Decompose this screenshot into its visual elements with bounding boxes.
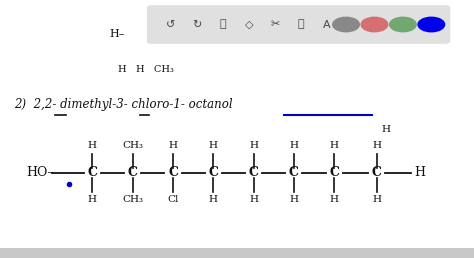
Text: H: H	[330, 141, 338, 150]
Text: ↻: ↻	[192, 20, 201, 29]
Circle shape	[333, 17, 359, 32]
Text: C: C	[208, 166, 219, 179]
Text: A: A	[323, 20, 331, 29]
Circle shape	[418, 17, 445, 32]
FancyBboxPatch shape	[147, 5, 450, 44]
Text: C: C	[248, 166, 259, 179]
Text: ↺: ↺	[166, 20, 175, 29]
Text: C: C	[329, 166, 339, 179]
Text: ◇: ◇	[245, 20, 253, 29]
Text: 2)  2,2- dimethyl-3- chloro-1- octanol: 2) 2,2- dimethyl-3- chloro-1- octanol	[14, 98, 233, 111]
Text: C: C	[128, 166, 138, 179]
Circle shape	[390, 17, 416, 32]
Text: CH₃: CH₃	[122, 141, 143, 150]
Text: Cl: Cl	[167, 196, 179, 204]
Text: C: C	[87, 166, 98, 179]
Text: ⤸: ⤸	[219, 20, 226, 29]
Text: H: H	[88, 196, 97, 204]
Text: H: H	[209, 141, 218, 150]
Text: ⽿: ⽿	[298, 20, 304, 29]
Text: H: H	[290, 196, 298, 204]
Text: H: H	[290, 141, 298, 150]
Text: C: C	[372, 166, 382, 179]
Text: C: C	[289, 166, 299, 179]
Text: H: H	[415, 166, 426, 179]
Text: H: H	[169, 141, 177, 150]
Text: ▣: ▣	[348, 20, 358, 29]
Bar	[0, 248, 474, 258]
Text: H   H   CH₃: H H CH₃	[118, 65, 174, 74]
Text: CH₃: CH₃	[122, 196, 143, 204]
Text: H: H	[330, 196, 338, 204]
Text: H: H	[373, 196, 381, 204]
Text: C: C	[168, 166, 178, 179]
Text: H: H	[249, 196, 258, 204]
Text: HO–: HO–	[26, 166, 54, 179]
Text: H–: H–	[109, 29, 124, 38]
Text: H: H	[382, 125, 391, 133]
Text: H: H	[209, 196, 218, 204]
Text: H: H	[249, 141, 258, 150]
Text: H: H	[88, 141, 97, 150]
Text: H: H	[373, 141, 381, 150]
Text: ✂: ✂	[270, 20, 280, 29]
Circle shape	[361, 17, 388, 32]
